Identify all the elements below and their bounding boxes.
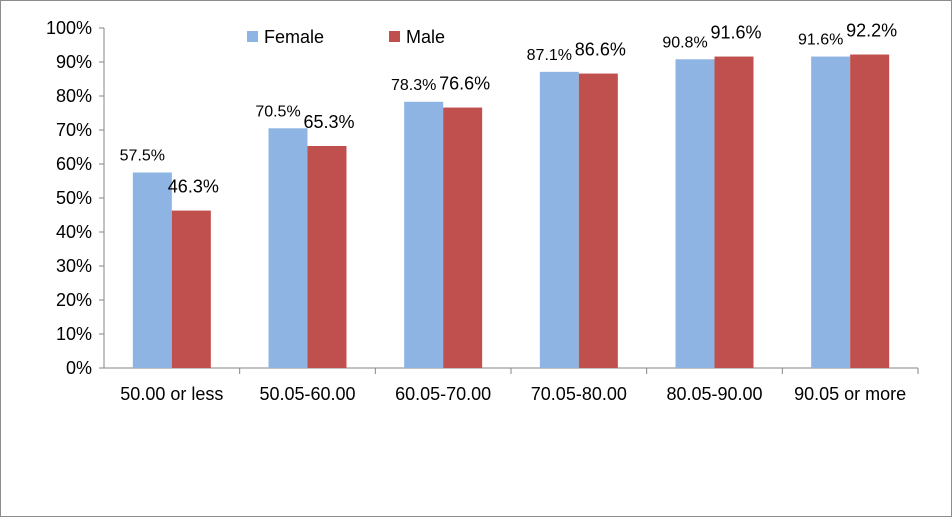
bar-female <box>675 59 715 368</box>
data-label-female: 90.8% <box>662 34 707 51</box>
bar-male <box>307 145 347 368</box>
data-label-male: 76.6% <box>439 74 490 94</box>
y-tick-label: 60% <box>56 154 92 174</box>
y-tick-label: 10% <box>56 324 92 344</box>
legend-swatch-male <box>389 31 400 42</box>
legend: Female Male <box>247 27 445 47</box>
data-label-male: 65.3% <box>303 112 354 132</box>
bar-male <box>171 210 211 368</box>
data-label-female: 57.5% <box>120 148 165 165</box>
legend-swatch-female <box>247 31 258 42</box>
y-tick-label: 70% <box>56 120 92 140</box>
y-tick-label: 20% <box>56 290 92 310</box>
bar-female <box>404 101 444 368</box>
data-label-female: 91.6% <box>798 32 843 49</box>
bar-female <box>268 128 308 368</box>
data-label-female: 70.5% <box>255 103 300 120</box>
bar-male <box>578 73 618 368</box>
bars <box>132 54 890 369</box>
y-tick-label: 50% <box>56 188 92 208</box>
bar-male <box>850 54 890 369</box>
y-tick-label: 90% <box>56 52 92 72</box>
x-tick-label: 80.05-90.00 <box>666 384 762 404</box>
data-label-male: 46.3% <box>168 177 219 197</box>
data-label-male: 91.6% <box>710 23 761 43</box>
bar-female <box>539 71 579 369</box>
bar-female <box>811 56 851 369</box>
data-labels: 57.5%46.3% 70.5%65.3% 78.3% 76.6% 87.1% 86.6%… <box>120 21 898 197</box>
bar-male <box>443 107 483 368</box>
x-tick-label: 60.05-70.00 <box>395 384 491 404</box>
y-tick-label: 40% <box>56 222 92 242</box>
x-tick-label: 50.00 or less <box>120 384 223 404</box>
data-label-female: 87.1% <box>527 47 572 64</box>
bar-male <box>714 56 754 369</box>
x-tick-label: 70.05-80.00 <box>531 384 627 404</box>
y-tick-label: 80% <box>56 86 92 106</box>
y-tick-label: 100% <box>46 18 92 38</box>
x-tick-label: 90.05 or more <box>794 384 906 404</box>
data-label-male: 92.2% <box>846 21 897 41</box>
axes: 0% 10% 20% 30% 40% 50% 60% 70% 80% 90% 100% 50.00 o… <box>46 18 919 404</box>
x-tick-label: 50.05-60.00 <box>259 384 355 404</box>
legend-label-female: Female <box>264 27 324 47</box>
y-tick-label: 30% <box>56 256 92 276</box>
y-tick-label: 0% <box>66 358 92 378</box>
legend-label-male: Male <box>406 27 445 47</box>
data-label-male: 86.6% <box>575 40 626 60</box>
data-label-female: 78.3% <box>391 77 436 94</box>
bar-female <box>132 172 172 368</box>
